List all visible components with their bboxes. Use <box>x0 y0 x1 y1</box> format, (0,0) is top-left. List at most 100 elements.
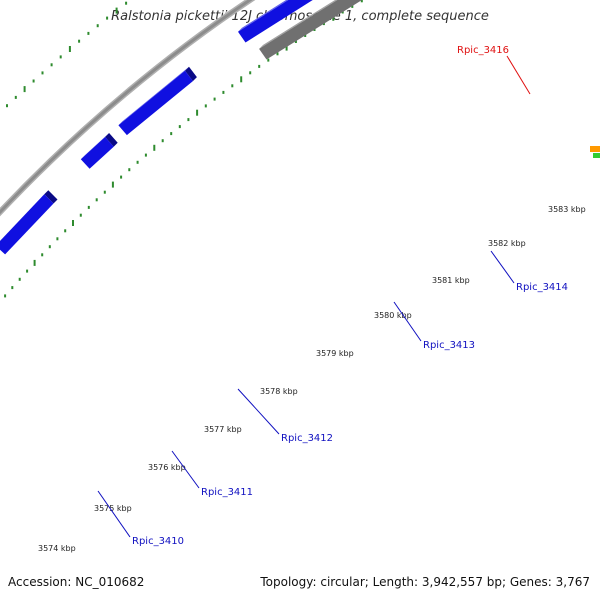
tick-mark <box>161 139 164 143</box>
tick-label: 3579 kbp <box>316 349 354 358</box>
tick-mark <box>213 97 216 101</box>
tick-label: 3578 kbp <box>260 387 298 396</box>
tick-mark <box>48 245 51 249</box>
tick-label: 3583 kbp <box>548 205 586 214</box>
tick-mark <box>6 104 8 108</box>
tick-label: 3576 kbp <box>148 463 186 472</box>
tick-mark <box>196 109 199 116</box>
tick-dots <box>4 0 363 298</box>
leader-line <box>393 301 422 342</box>
tick-mark <box>103 190 106 194</box>
tick-mark <box>87 205 90 209</box>
tick-mark <box>125 1 128 5</box>
tick-mark <box>64 229 67 233</box>
gene-label: Rpic_3413 <box>423 340 475 351</box>
tick-mark <box>285 44 288 51</box>
gene-block-rpic-3410 <box>0 190 58 255</box>
tick-mark <box>72 220 74 226</box>
tick-mark <box>14 95 17 99</box>
gene-label: Rpic_3416 <box>457 45 509 56</box>
leader-line <box>97 490 131 538</box>
tick-mark <box>276 52 279 56</box>
tick-label: 3575 kbp <box>94 504 132 513</box>
gene-block-rpic-3413 <box>259 0 362 60</box>
tick-label: 3582 kbp <box>488 239 526 248</box>
tick-mark <box>4 294 7 298</box>
tick-mark <box>56 237 59 241</box>
tick-mark <box>32 79 35 83</box>
leader-line <box>171 450 200 489</box>
tick-mark <box>170 132 173 136</box>
tick-mark <box>249 71 252 75</box>
tick-mark <box>23 86 26 93</box>
gene-label: Rpic_3414 <box>516 282 568 293</box>
gene-block-rpic-3412-face <box>118 70 193 136</box>
gene-block-rpic-3412 <box>118 66 197 136</box>
tick-mark <box>187 118 190 122</box>
tick-label: 3574 kbp <box>38 544 76 553</box>
tick-mark <box>360 0 363 3</box>
leader-line <box>506 55 531 95</box>
gene-block-rpic-3412-top <box>118 66 189 126</box>
tick-mark <box>26 269 29 273</box>
tick-mark <box>78 39 81 43</box>
tick-mark <box>79 213 82 217</box>
gene-block-rpic-3411-end <box>105 133 118 147</box>
tick-mark <box>128 168 131 172</box>
gene-block-rpic-3412-end <box>185 66 197 82</box>
leader-line <box>237 388 280 435</box>
tick-mark <box>204 104 207 108</box>
page-title: Ralstonia pickettii 12J chromosome 1, co… <box>111 9 489 24</box>
tick-mark <box>18 277 21 281</box>
tick-label: 3577 kbp <box>204 425 242 434</box>
tick-mark <box>106 16 109 20</box>
tick-mark <box>120 175 123 179</box>
accession-text: Accession: NC_010682 <box>8 575 145 589</box>
tick-mark <box>240 76 243 83</box>
gene-label: Rpic_3410 <box>132 536 184 547</box>
tick-label: 3580 kbp <box>374 311 412 320</box>
edge-feature-green <box>593 153 600 158</box>
tick-mark <box>231 84 234 88</box>
tick-mark <box>111 181 114 188</box>
gene-block-rpic-3411-top <box>80 133 110 160</box>
gene-block-rpic-3410-face <box>0 194 54 255</box>
tick-mark <box>267 58 270 62</box>
tick-mark <box>41 253 44 257</box>
tick-mark <box>95 198 98 202</box>
tick-mark <box>222 90 225 94</box>
backbone-core <box>0 0 253 215</box>
gene-block-rpic-3414a-face <box>238 0 313 43</box>
edge-feature-orange <box>590 146 600 152</box>
gene-features <box>0 0 600 255</box>
tick-mark <box>11 286 14 290</box>
tick-mark <box>59 55 62 59</box>
gene-block-rpic-3413-face <box>259 0 362 60</box>
tick-mark <box>68 46 71 52</box>
tick-mark <box>294 40 297 43</box>
gene-block-rpic-3411 <box>80 133 118 169</box>
tick-mark <box>136 160 139 164</box>
tick-label: 3581 kbp <box>432 276 470 285</box>
tick-mark <box>304 34 307 37</box>
tick-mark <box>153 144 156 151</box>
tick-mark <box>50 63 53 67</box>
gene-label: Rpic_3411 <box>201 487 253 498</box>
gene-label: Rpic_3412 <box>281 433 333 444</box>
tick-mark <box>41 71 44 75</box>
tick-mark <box>87 31 90 35</box>
tick-mark <box>144 153 147 157</box>
backbone <box>0 0 256 217</box>
leader-line <box>490 250 515 284</box>
tick-mark <box>178 125 181 129</box>
tick-mark <box>351 4 354 8</box>
gene-block-rpic-3410-end <box>44 190 58 204</box>
gene-block-rpic-3414a <box>238 0 313 43</box>
gene-block-rpic-3414a-top <box>238 0 289 32</box>
labels: 3574 kbp 3575 kbp 3576 kbp 3577 kbp 3578 kbp… <box>38 45 586 553</box>
tick-mark <box>96 24 99 28</box>
tick-mark <box>33 259 36 266</box>
gene-block-rpic-3411-face <box>80 137 114 169</box>
topology-summary: Topology: circular; Length: 3,942,557 bp… <box>260 575 590 589</box>
